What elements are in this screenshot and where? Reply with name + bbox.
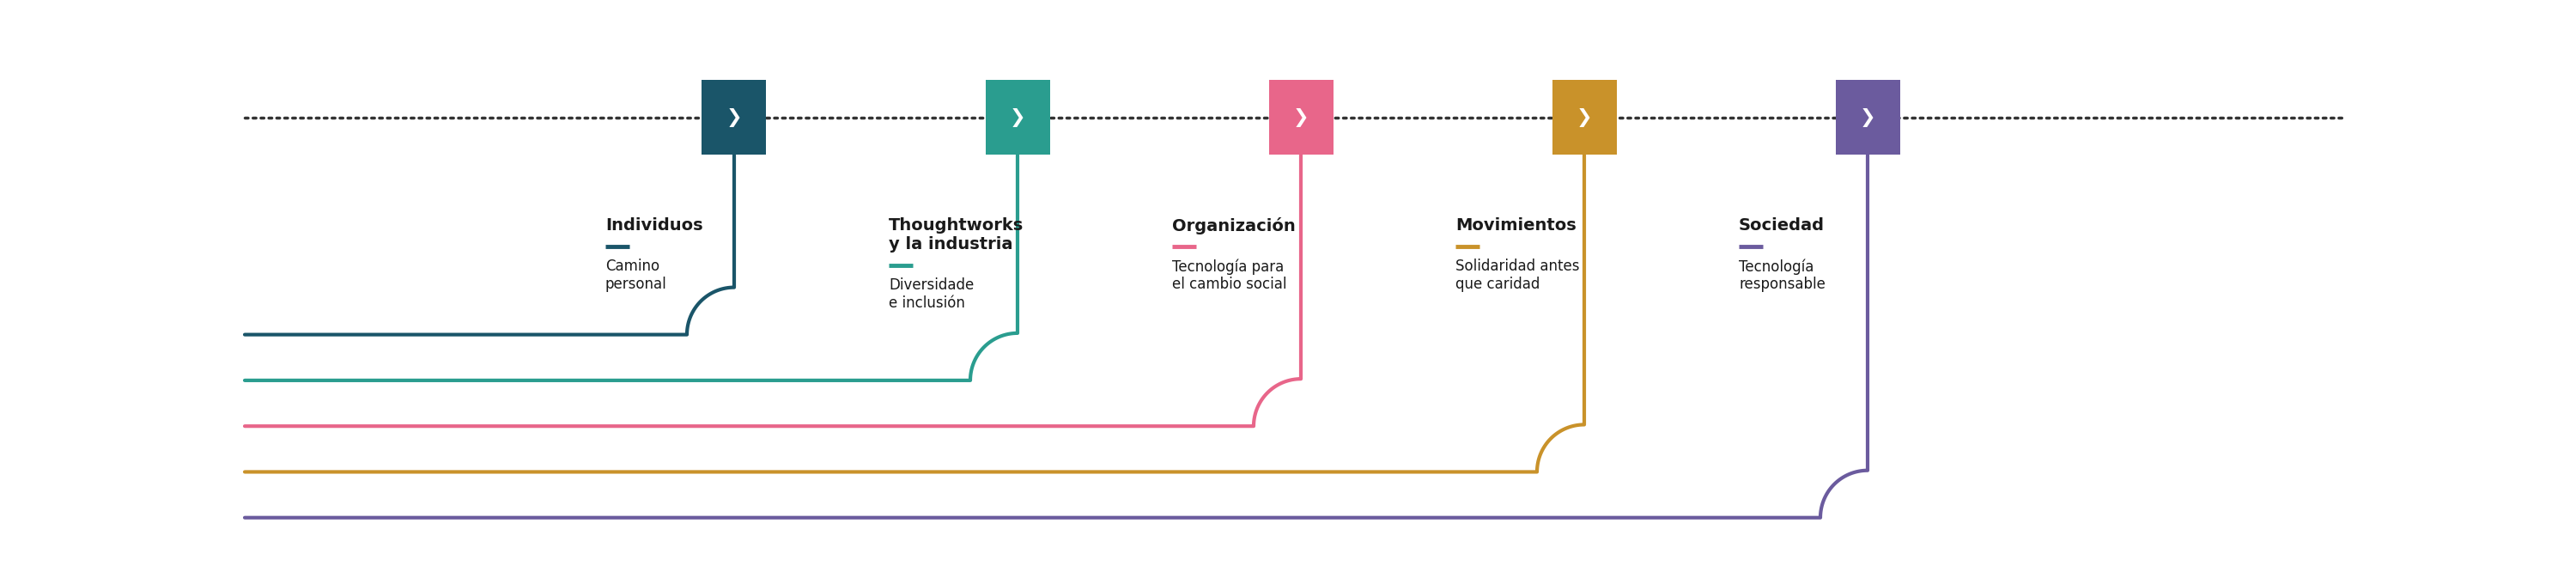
FancyBboxPatch shape	[984, 80, 1051, 154]
Text: Organización: Organización	[1172, 217, 1296, 235]
Text: Solidaridad antes
que caridad: Solidaridad antes que caridad	[1455, 259, 1579, 292]
Text: Tecnología para
el cambio social: Tecnología para el cambio social	[1172, 259, 1288, 292]
FancyBboxPatch shape	[1267, 80, 1334, 154]
FancyBboxPatch shape	[701, 80, 765, 154]
Text: Diversidade
e inclusión: Diversidade e inclusión	[889, 277, 974, 311]
Text: Individuos: Individuos	[605, 217, 703, 234]
Text: Movimientos: Movimientos	[1455, 217, 1577, 234]
Text: Tecnología
responsable: Tecnología responsable	[1739, 259, 1826, 292]
Text: ❯: ❯	[1293, 108, 1309, 127]
Text: ❯: ❯	[1010, 108, 1025, 127]
Text: ❯: ❯	[726, 108, 742, 127]
Text: Sociedad: Sociedad	[1739, 217, 1824, 234]
Text: ❯: ❯	[1860, 108, 1875, 127]
Text: Thoughtworks
y la industria: Thoughtworks y la industria	[889, 217, 1023, 253]
Text: ❯: ❯	[1577, 108, 1592, 127]
FancyBboxPatch shape	[1551, 80, 1618, 154]
Text: Camino
personal: Camino personal	[605, 259, 667, 292]
FancyBboxPatch shape	[1834, 80, 1899, 154]
